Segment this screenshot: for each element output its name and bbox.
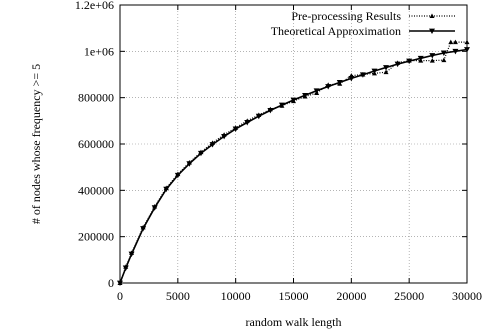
data-point xyxy=(221,133,228,140)
x-tick-label: 10000 xyxy=(221,289,251,303)
data-point xyxy=(290,97,297,103)
data-point xyxy=(267,108,274,114)
legend-label: Theoretical Approximation xyxy=(271,24,401,38)
data-point xyxy=(448,39,454,45)
data-point xyxy=(278,102,285,109)
data-point xyxy=(255,113,262,120)
data-point xyxy=(186,161,193,167)
data-point xyxy=(244,120,251,126)
data-point xyxy=(429,58,435,63)
y-tick-label: 200000 xyxy=(78,230,114,244)
axis-ticks: 0 5000 10000 15000 20000 25000 30000 0 200000 400… xyxy=(75,0,482,303)
y-tick-label: 800000 xyxy=(78,91,114,105)
data-point xyxy=(348,76,355,82)
data-point xyxy=(406,58,413,65)
x-tick-label: 5000 xyxy=(166,289,190,303)
data-point xyxy=(336,79,343,86)
data-point xyxy=(383,65,390,71)
data-point xyxy=(232,126,239,132)
data-point xyxy=(383,69,389,75)
x-tick-label: 25000 xyxy=(394,289,424,303)
x-tick-label: 30000 xyxy=(452,289,482,303)
data-point xyxy=(325,84,332,90)
series-theoretical-approximation xyxy=(117,47,470,286)
data-point xyxy=(128,251,135,258)
data-point xyxy=(140,226,147,232)
x-tick-label: 20000 xyxy=(336,289,366,303)
series-layer xyxy=(117,39,470,286)
data-point xyxy=(440,50,447,56)
legend-marker xyxy=(429,13,435,18)
data-point xyxy=(209,142,216,148)
data-point xyxy=(371,68,378,75)
y-tick-label: 600000 xyxy=(78,137,114,151)
data-point xyxy=(452,39,458,45)
data-point xyxy=(122,265,129,271)
data-point xyxy=(417,55,424,62)
data-point xyxy=(313,88,320,94)
data-point xyxy=(174,172,181,179)
y-tick-label: 1e+06 xyxy=(84,44,114,58)
data-point xyxy=(429,53,436,59)
data-point xyxy=(163,186,170,193)
x-axis-label: random walk length xyxy=(246,315,342,329)
data-point xyxy=(151,205,158,211)
data-point xyxy=(302,92,309,99)
legend-marker xyxy=(429,28,435,34)
y-tick-label: 400000 xyxy=(78,183,114,197)
x-tick-label: 0 xyxy=(117,289,123,303)
data-point xyxy=(452,48,459,55)
series-line xyxy=(119,41,467,284)
y-tick-label: 1.2e+06 xyxy=(75,0,114,12)
series-line xyxy=(119,48,468,284)
legend-label: Pre-processing Results xyxy=(291,9,401,23)
data-point xyxy=(359,72,366,78)
data-point xyxy=(441,57,447,63)
data-point xyxy=(197,150,204,157)
y-axis-label: # of nodes whose frequency >= 5 xyxy=(29,64,43,224)
y-tick-label: 0 xyxy=(108,276,114,290)
x-tick-label: 15000 xyxy=(279,289,309,303)
grid xyxy=(120,5,467,283)
data-point xyxy=(394,61,401,68)
